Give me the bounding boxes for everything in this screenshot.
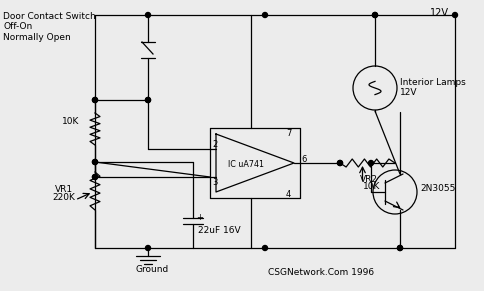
Text: +: +: [196, 213, 203, 222]
Text: 12V: 12V: [430, 8, 449, 18]
Text: 22uF 16V: 22uF 16V: [198, 226, 241, 235]
Circle shape: [373, 13, 378, 17]
Circle shape: [92, 97, 97, 102]
Circle shape: [453, 13, 457, 17]
Circle shape: [397, 246, 403, 251]
Circle shape: [146, 246, 151, 251]
Text: IC uA741: IC uA741: [228, 160, 264, 169]
Circle shape: [92, 159, 97, 164]
Text: 3: 3: [212, 178, 217, 187]
Circle shape: [262, 246, 268, 251]
Text: 6: 6: [301, 155, 306, 164]
Text: 10K: 10K: [363, 182, 380, 191]
Circle shape: [146, 13, 151, 17]
Text: Door Contact Switch
Off-On
Normally Open: Door Contact Switch Off-On Normally Open: [3, 12, 96, 42]
Text: 10K: 10K: [62, 117, 79, 126]
Circle shape: [262, 13, 268, 17]
Text: 7: 7: [286, 129, 291, 138]
Text: VR2: VR2: [360, 175, 378, 184]
Circle shape: [92, 175, 97, 180]
Text: 4: 4: [286, 190, 291, 199]
Circle shape: [146, 97, 151, 102]
Circle shape: [373, 13, 378, 17]
Text: Ground: Ground: [136, 265, 169, 274]
Circle shape: [92, 159, 97, 164]
Text: 2: 2: [212, 140, 217, 149]
Text: CSGNetwork.Com 1996: CSGNetwork.Com 1996: [268, 268, 374, 277]
Circle shape: [92, 97, 97, 102]
Text: Interior Lamps
12V: Interior Lamps 12V: [400, 78, 466, 97]
Circle shape: [368, 161, 374, 166]
Circle shape: [337, 161, 343, 166]
Circle shape: [397, 246, 403, 251]
Circle shape: [92, 175, 97, 180]
Circle shape: [146, 97, 151, 102]
Text: VR1: VR1: [55, 185, 73, 194]
Circle shape: [337, 161, 343, 166]
Text: 220K: 220K: [52, 193, 75, 202]
Text: 2N3055: 2N3055: [420, 184, 455, 193]
